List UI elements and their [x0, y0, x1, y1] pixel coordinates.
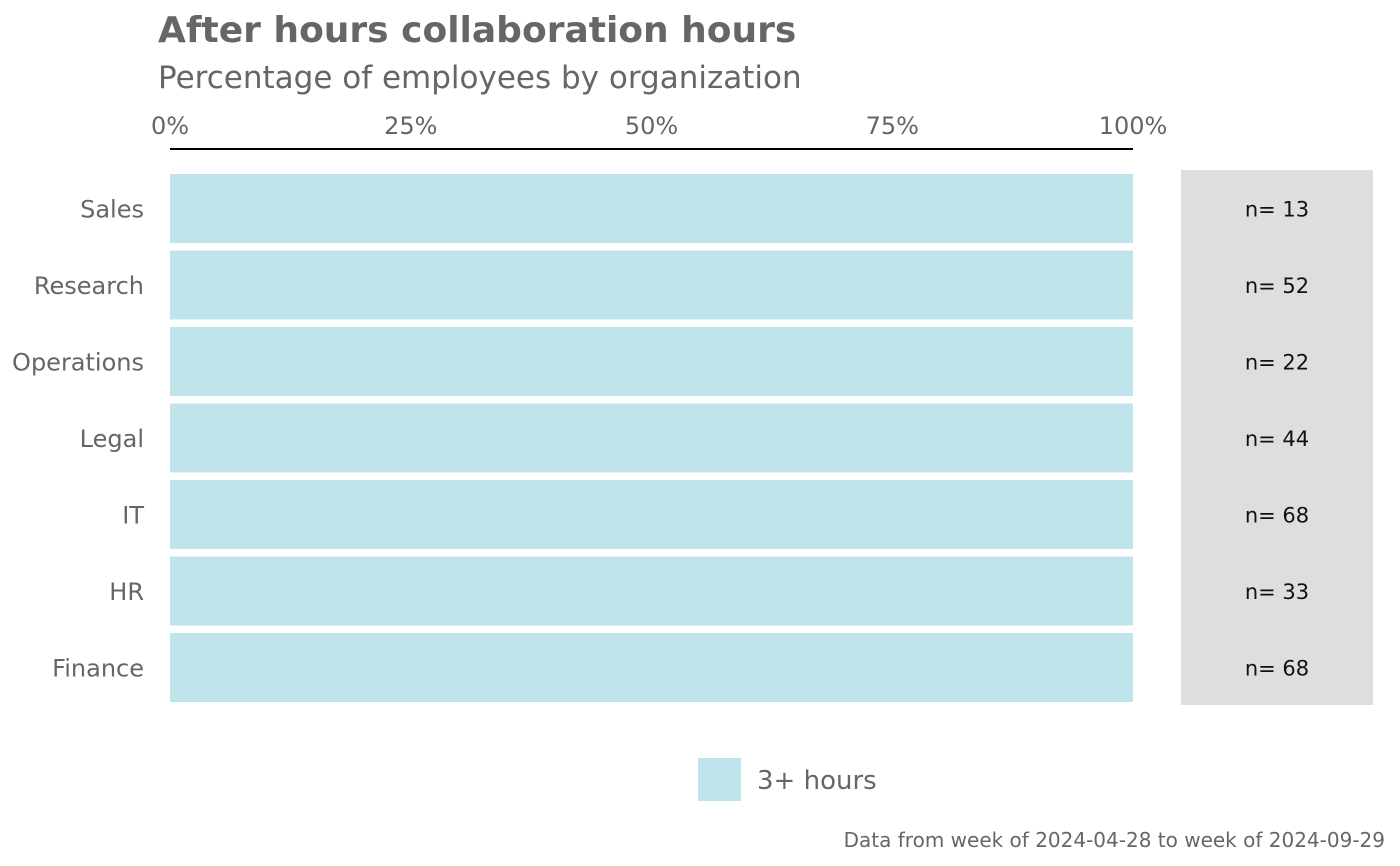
- count-label: n= 13: [1245, 198, 1309, 222]
- caption: Data from week of 2024-04-28 to week of …: [844, 828, 1385, 852]
- legend-swatch: [698, 758, 741, 801]
- legend-label: 3+ hours: [757, 766, 877, 796]
- category-label: Legal: [80, 425, 144, 453]
- bar: [170, 633, 1133, 702]
- count-label: n= 68: [1245, 504, 1309, 528]
- bar: [170, 403, 1133, 473]
- count-label: n= 52: [1245, 274, 1309, 298]
- x-axis: 0% 25% 50% 75% 100%: [151, 112, 1168, 150]
- category-label: HR: [109, 578, 144, 606]
- x-tick-label: 100%: [1099, 112, 1168, 140]
- bar: [170, 556, 1133, 626]
- bar: [170, 250, 1133, 320]
- chart-subtitle: Percentage of employees by organization: [158, 60, 802, 96]
- x-tick-label: 75%: [866, 112, 919, 140]
- category-label: Research: [34, 272, 144, 300]
- x-tick-label: 0%: [151, 112, 189, 140]
- bars-group: [170, 174, 1133, 702]
- bar: [170, 174, 1133, 243]
- category-labels: Sales Research Operations Legal IT HR Finance: [12, 196, 144, 683]
- category-label: Finance: [52, 655, 144, 683]
- count-label: n= 44: [1245, 427, 1309, 451]
- category-label: IT: [122, 502, 144, 530]
- category-label: Sales: [80, 196, 144, 224]
- count-labels: n= 13 n= 52 n= 22 n= 44 n= 68 n= 33 n= 68: [1245, 198, 1309, 681]
- count-panel: [1181, 170, 1373, 705]
- chart-title: After hours collaboration hours: [158, 10, 796, 51]
- category-label: Operations: [12, 349, 144, 377]
- count-label: n= 22: [1245, 351, 1309, 375]
- bar: [170, 327, 1133, 396]
- count-label: n= 33: [1245, 580, 1309, 604]
- legend: 3+ hours: [698, 758, 877, 801]
- bar: [170, 480, 1133, 549]
- x-tick-label: 50%: [625, 112, 678, 140]
- x-tick-label: 25%: [384, 112, 437, 140]
- count-label: n= 68: [1245, 657, 1309, 681]
